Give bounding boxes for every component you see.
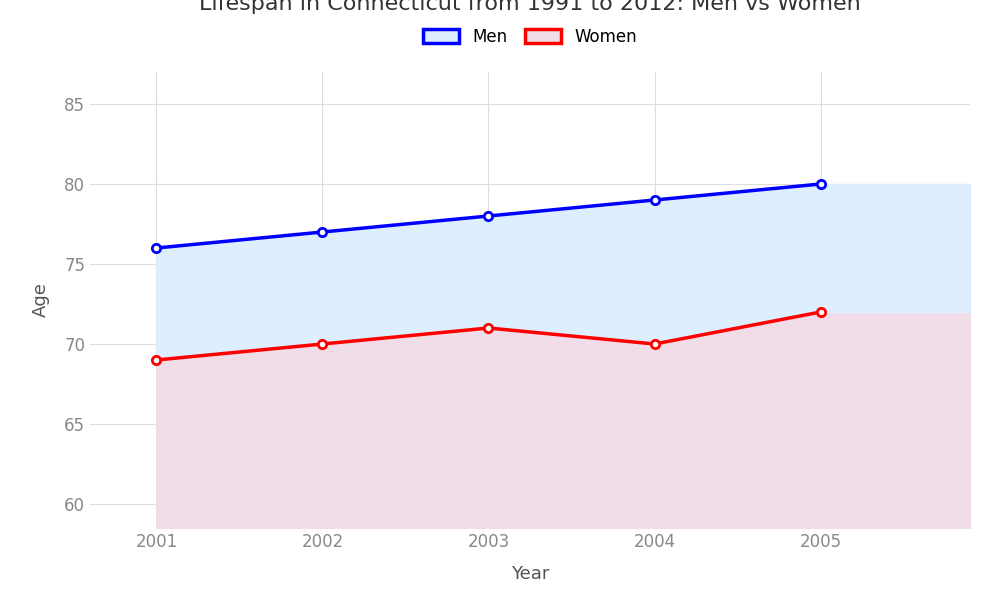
Title: Lifespan in Connecticut from 1991 to 2012: Men vs Women: Lifespan in Connecticut from 1991 to 201… xyxy=(199,0,861,13)
Legend: Men, Women: Men, Women xyxy=(416,21,644,52)
X-axis label: Year: Year xyxy=(511,565,549,583)
Y-axis label: Age: Age xyxy=(32,283,50,317)
